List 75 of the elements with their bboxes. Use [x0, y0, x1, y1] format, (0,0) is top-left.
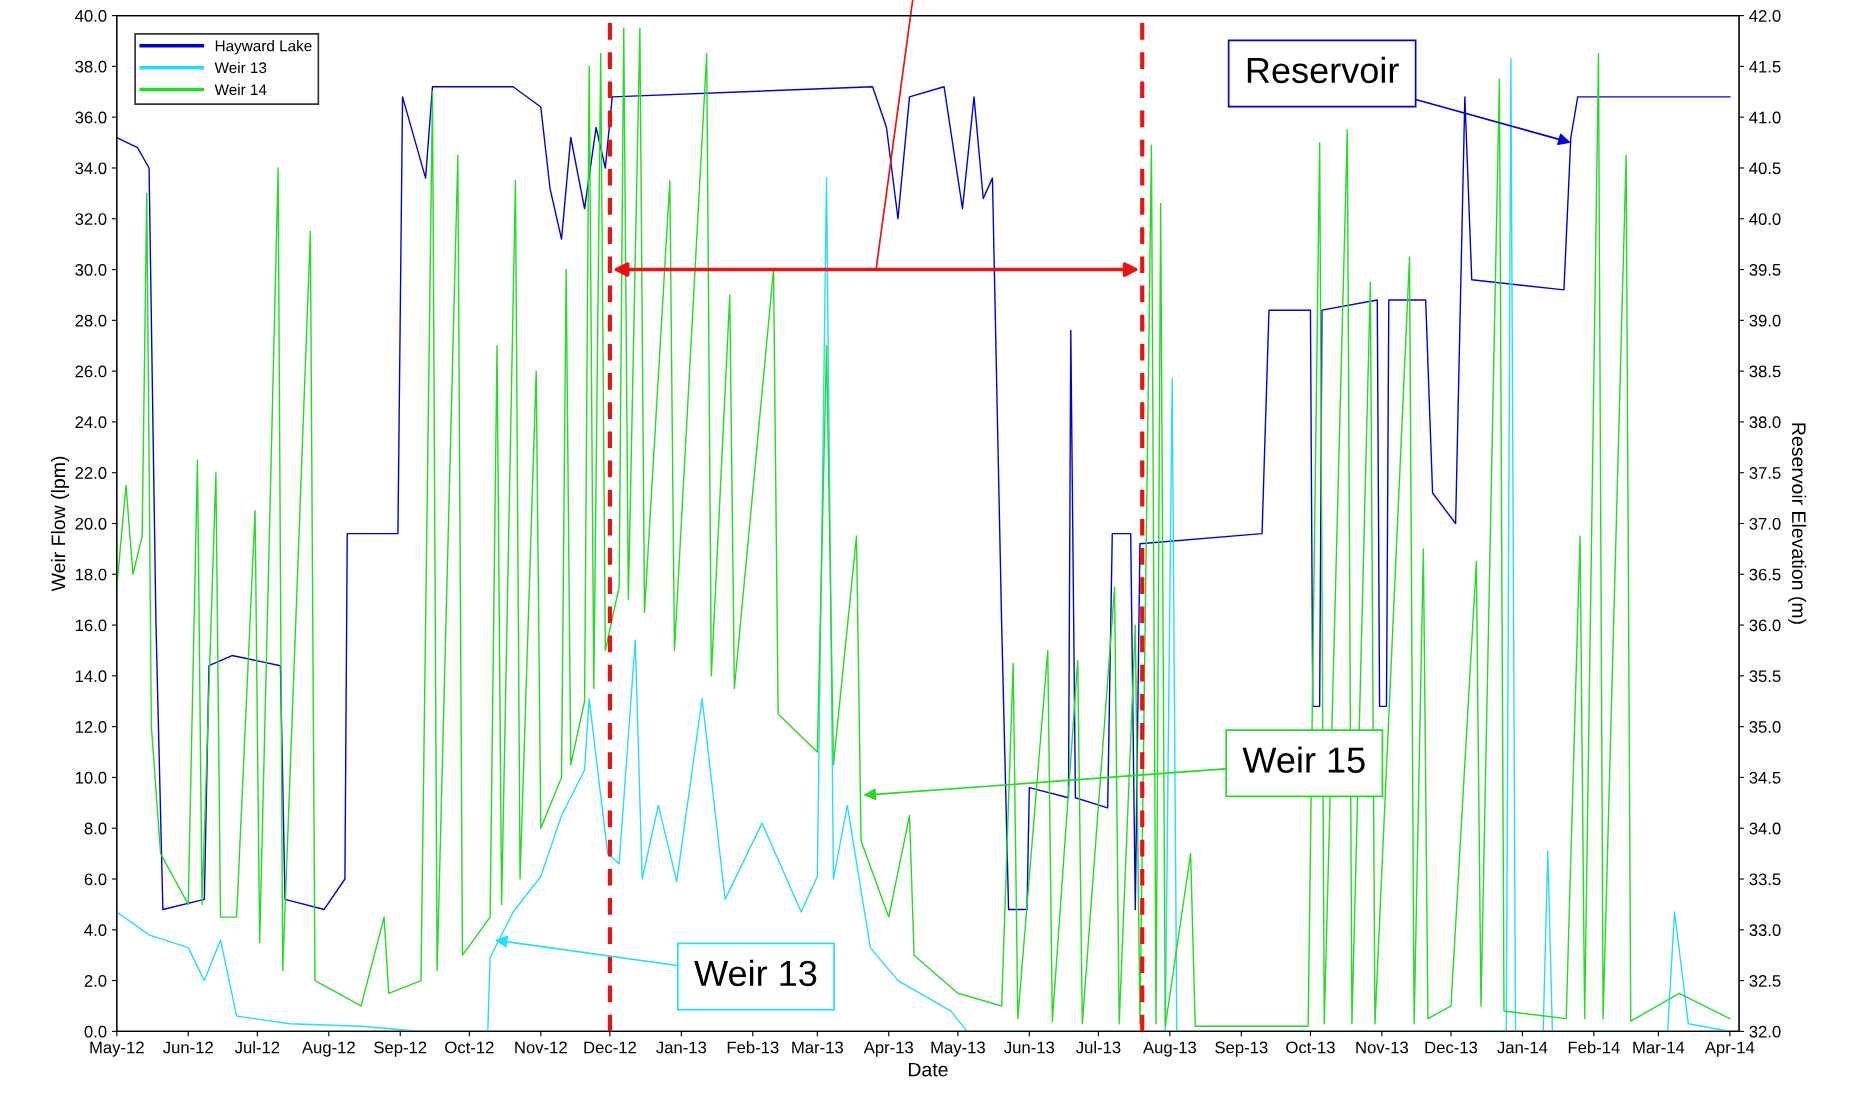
- y2-tick-label: 39.5: [1749, 263, 1781, 276]
- x-axis-title: Date: [908, 1062, 948, 1077]
- x-tick-label: Dec-13: [1425, 1041, 1478, 1054]
- y2-tick-label: 32.0: [1749, 1025, 1781, 1038]
- y2-tick-label: 40.5: [1749, 162, 1781, 175]
- y2-tick-label: 34.0: [1749, 822, 1781, 835]
- y-tick-label: 34.0: [75, 162, 107, 175]
- x-tick-label: Nov-13: [1356, 1041, 1409, 1054]
- x-tick-label: May-13: [931, 1041, 985, 1057]
- y2-tick-label: 32.5: [1749, 974, 1781, 987]
- annotation: Reservoir: [1247, 56, 1399, 84]
- y2-tick-label: 37.5: [1749, 467, 1781, 479]
- y-tick-label: 16.0: [75, 619, 107, 632]
- y-axis-title: Weir Flow (lpm): [50, 456, 70, 592]
- y-tick-label: 30.0: [75, 263, 107, 276]
- y2-tick-label: 37.0: [1749, 517, 1781, 530]
- y2-tick-label: 39.0: [1749, 314, 1781, 327]
- y-tick-label: 2.0: [84, 974, 107, 987]
- y-tick-label: 8.0: [84, 822, 107, 835]
- y-tick-label: 6.0: [84, 873, 107, 886]
- y2-tick-label: 41.5: [1749, 60, 1781, 73]
- y-tick-label: 38.0: [75, 60, 107, 73]
- y2-tick-label: 38.0: [1749, 416, 1781, 429]
- x-tick-label: Jun-13: [1004, 1041, 1055, 1054]
- y2-tick-label: 33.0: [1749, 924, 1781, 936]
- annotation: Weir 15: [1242, 746, 1365, 773]
- y2-tick-label: 41.0: [1749, 111, 1781, 124]
- x-tick-label: Aug-13: [1143, 1041, 1197, 1057]
- y-tick-label: 32.0: [75, 213, 107, 225]
- y2-axis-title: Reservoir Elevation (m): [1788, 423, 1807, 624]
- y2-tick-label: 40.0: [1749, 213, 1781, 225]
- y-tick-label: 20.0: [75, 517, 107, 530]
- x-tick-label: Oct-13: [1286, 1041, 1335, 1054]
- y-tick-label: 28.0: [75, 314, 107, 327]
- x-tick-label: May-12: [90, 1041, 144, 1057]
- x-tick-label: Dec-12: [584, 1041, 636, 1054]
- y-tick-label: 26.0: [75, 365, 107, 378]
- y-tick-label: 40.0: [75, 10, 107, 22]
- annotation: Weir 13: [694, 959, 817, 987]
- x-tick-label: Feb-14: [1568, 1041, 1620, 1054]
- y-tick-label: 10.0: [75, 771, 107, 784]
- y2-tick-label: 36.5: [1749, 568, 1781, 581]
- x-tick-label: Oct-12: [445, 1041, 494, 1054]
- x-tick-label: Sep-12: [374, 1041, 427, 1057]
- y2-tick-label: 34.5: [1749, 771, 1781, 784]
- y2-tick-label: 36.0: [1749, 619, 1781, 632]
- x-tick-label: Jan-14: [1497, 1041, 1548, 1054]
- x-tick-label: Jul-12: [234, 1041, 280, 1054]
- legend-label: Hayward Lake: [215, 40, 312, 55]
- x-tick-label: Aug-12: [301, 1041, 355, 1057]
- x-tick-label: Jan-13: [656, 1041, 707, 1054]
- y2-tick-label: 38.5: [1749, 365, 1781, 378]
- y2-tick-label: 35.0: [1749, 721, 1781, 733]
- legend-label: Weir 13: [214, 61, 267, 74]
- x-tick-label: Nov-12: [515, 1041, 567, 1054]
- x-tick-label: Jul-13: [1076, 1041, 1121, 1054]
- x-tick-label: Apr-13: [863, 1041, 914, 1057]
- x-tick-label: Sep-13: [1215, 1041, 1268, 1057]
- y2-tick-label: 33.5: [1749, 873, 1781, 886]
- legend-label: Weir 14: [214, 83, 267, 96]
- y-tick-label: 24.0: [75, 416, 107, 429]
- x-tick-label: Mar-14: [1633, 1041, 1685, 1054]
- y2-tick-label: 42.0: [1749, 10, 1781, 22]
- y2-tick-label: 35.5: [1749, 670, 1781, 683]
- y-tick-label: 18.0: [75, 568, 107, 581]
- y-tick-label: 4.0: [84, 924, 107, 936]
- x-tick-label: Mar-13: [792, 1041, 843, 1054]
- y-tick-label: 36.0: [75, 111, 107, 124]
- x-tick-label: Apr-14: [1704, 1041, 1755, 1057]
- y-tick-label: 12.0: [75, 721, 107, 733]
- y-tick-label: 0.0: [84, 1025, 107, 1038]
- y-tick-label: 14.0: [75, 670, 107, 683]
- y-tick-label: 22.0: [75, 467, 107, 479]
- x-tick-label: Feb-13: [727, 1041, 779, 1054]
- x-tick-label: Jun-12: [163, 1041, 213, 1054]
